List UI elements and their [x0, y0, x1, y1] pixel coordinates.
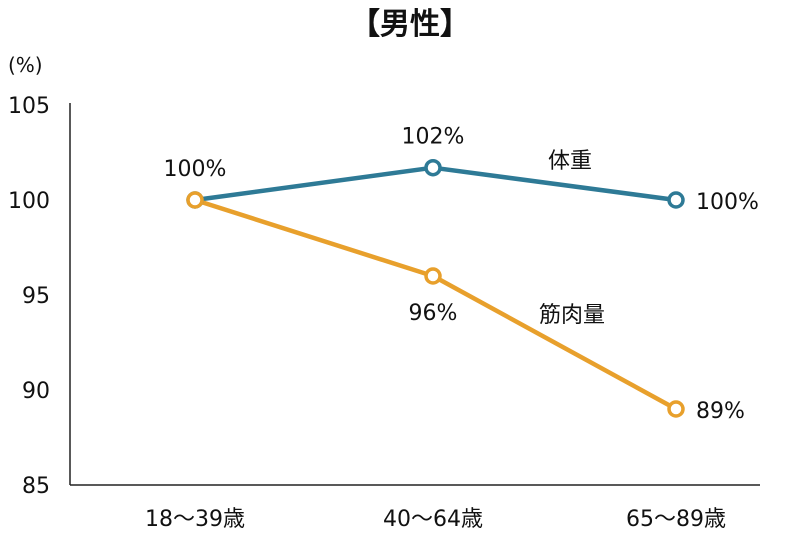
- y-axis-unit: (%): [8, 53, 43, 77]
- x-tick-labels: 18〜39歳 40〜64歳 65〜89歳: [145, 507, 726, 532]
- series-group: [186, 158, 685, 418]
- y-tick-labels: 85 90 95 100 105: [8, 94, 50, 499]
- data-point: [424, 158, 442, 177]
- data-label: 102%: [402, 125, 465, 150]
- data-label: 100%: [696, 190, 759, 215]
- y-tick-label: 95: [22, 284, 50, 309]
- x-tick-label: 65〜89歳: [626, 507, 726, 532]
- y-tick-label: 100: [8, 189, 50, 214]
- data-label: 89%: [696, 399, 745, 424]
- y-tick-label: 85: [22, 474, 50, 499]
- data-point: [667, 400, 685, 418]
- y-tick-label: 90: [22, 379, 50, 404]
- data-label: 100%: [164, 157, 227, 182]
- data-label: 96%: [409, 301, 458, 326]
- data-point: [186, 191, 204, 209]
- x-tick-label: 18〜39歳: [145, 507, 245, 532]
- data-point: [424, 267, 442, 285]
- axes: [69, 103, 760, 486]
- chart-title: 【男性】: [350, 7, 470, 42]
- series-name-label: 体重: [548, 149, 592, 174]
- data-point: [667, 191, 685, 209]
- series-name-label: 筋肉量: [539, 303, 605, 328]
- y-tick-label: 105: [8, 94, 50, 119]
- x-tick-label: 40〜64歳: [383, 507, 483, 532]
